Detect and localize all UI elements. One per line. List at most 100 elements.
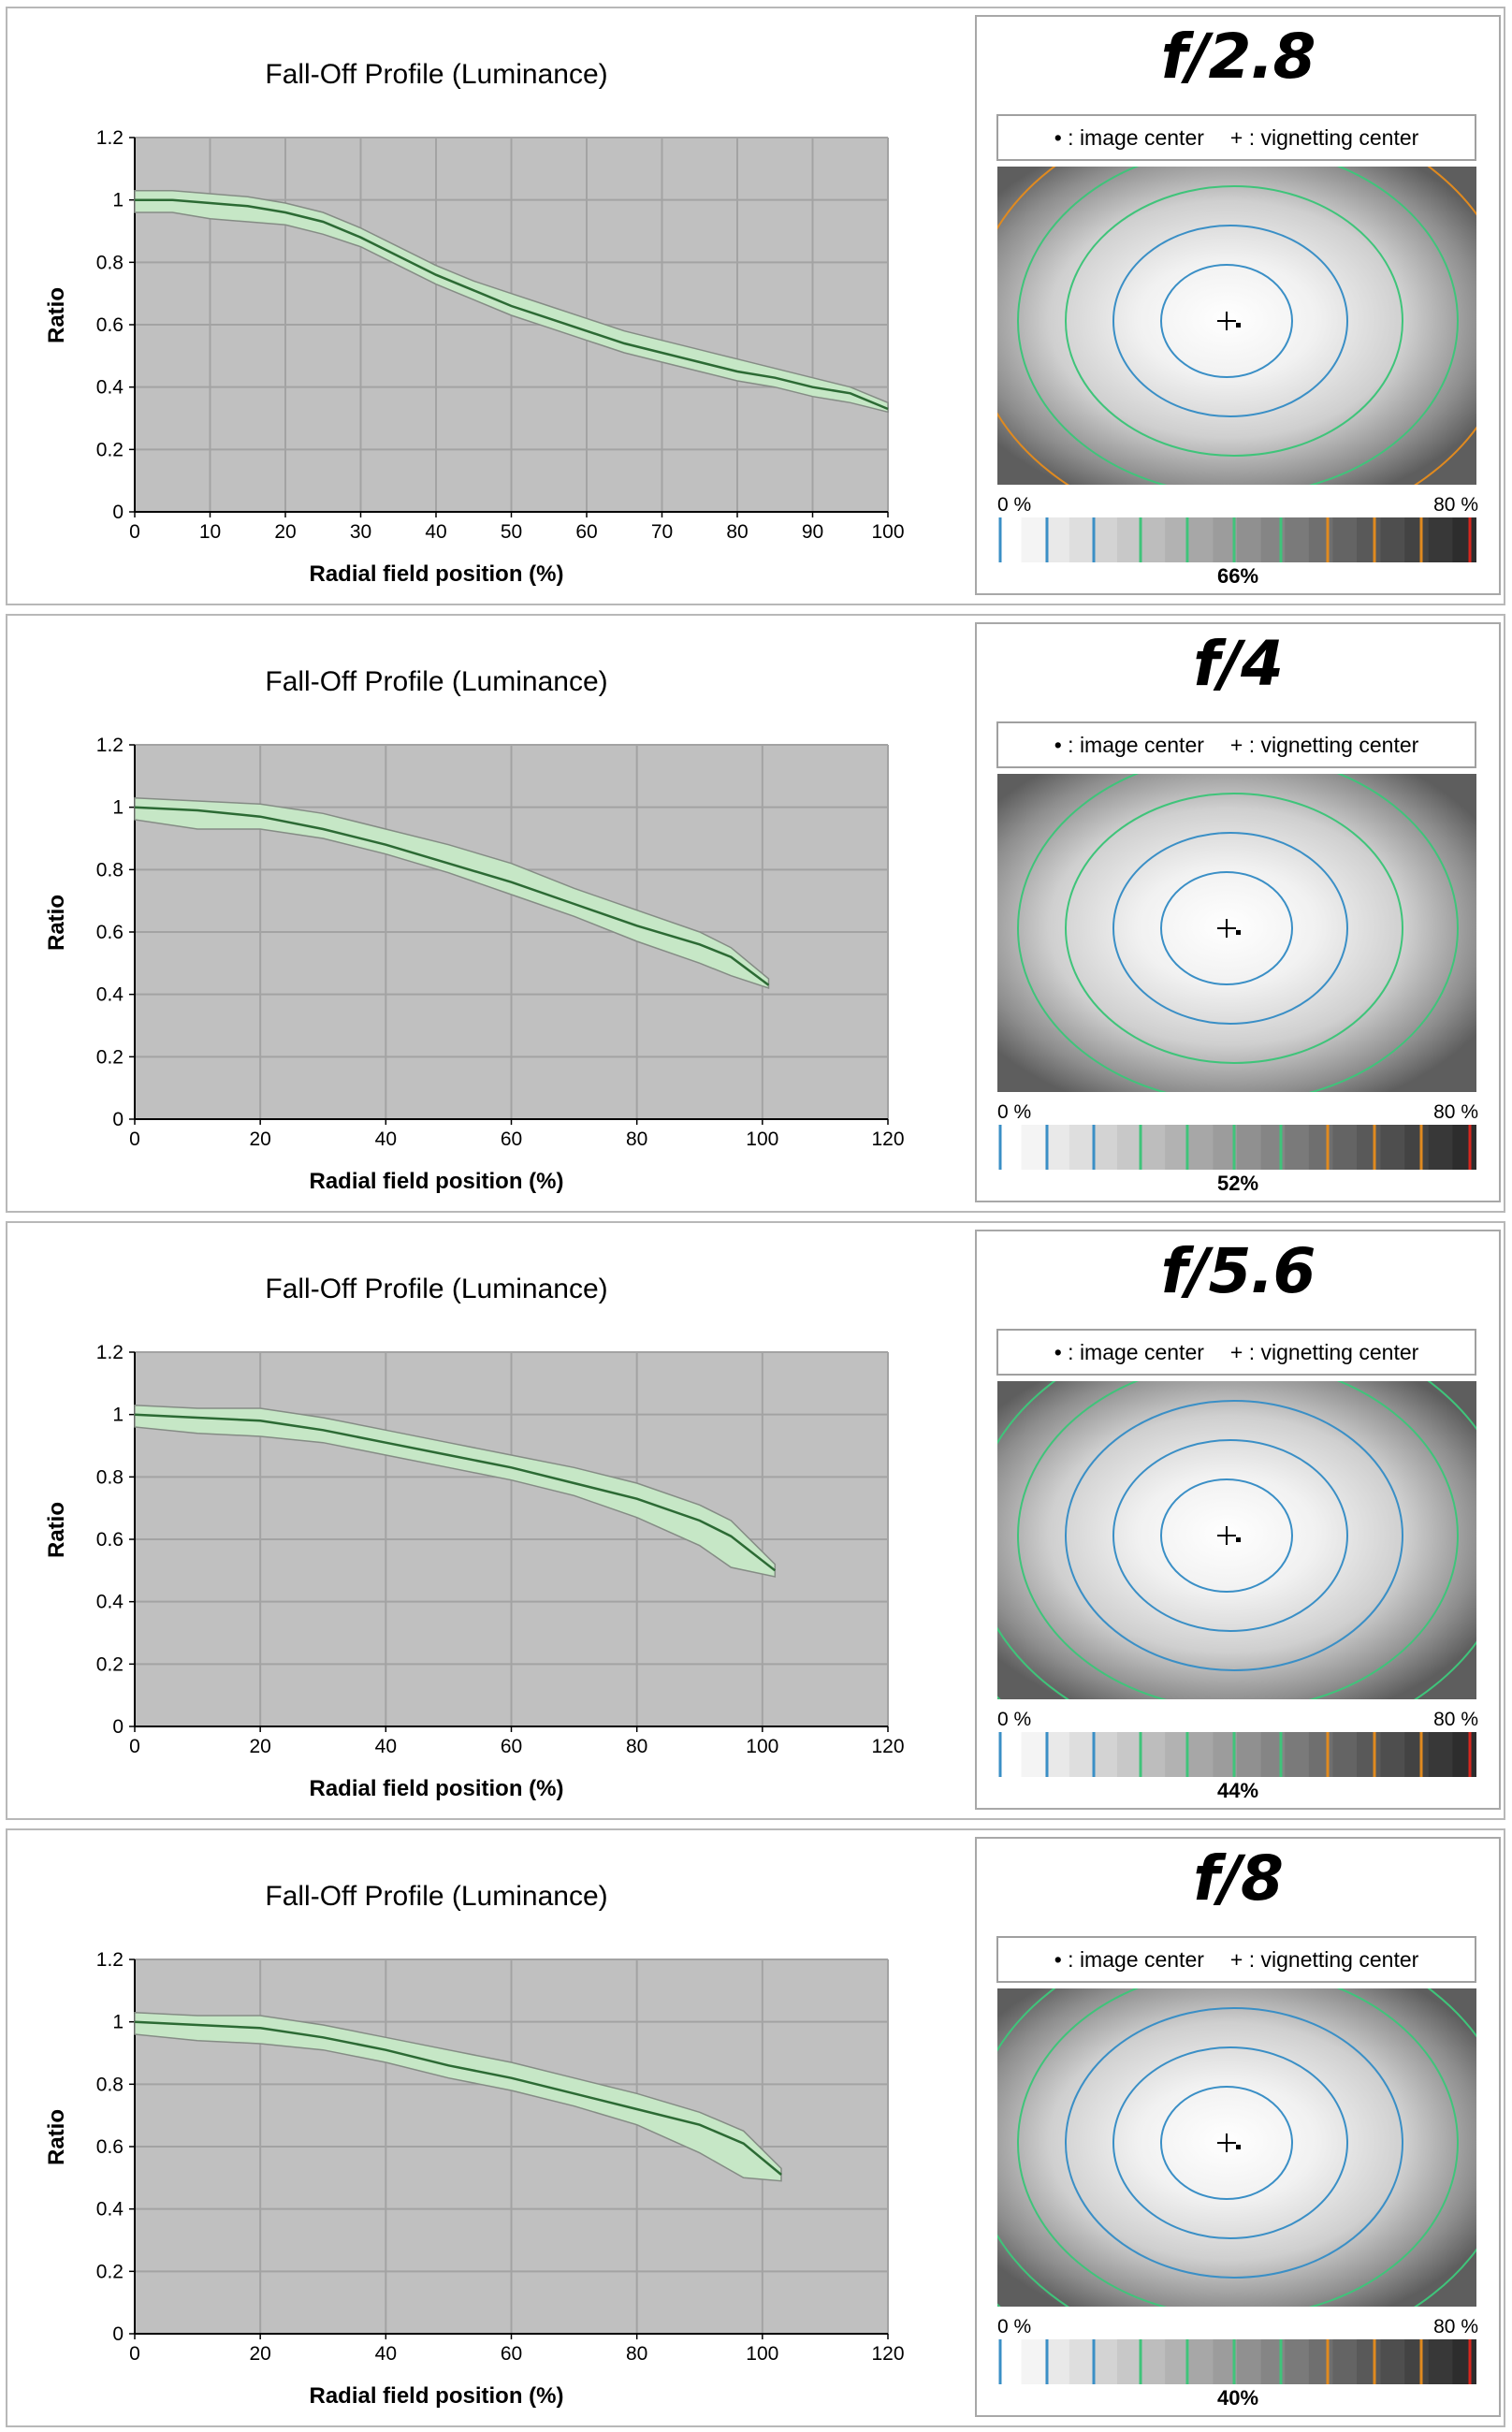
legend-image-center: • : image center [1054, 124, 1204, 150]
x-tick-label: 100 [746, 1736, 778, 1757]
x-tick-label: 30 [350, 521, 371, 543]
y-tick-label: 1.2 [96, 1342, 124, 1363]
contour-line [1112, 832, 1348, 1025]
scale-step [1117, 2339, 1142, 2384]
scale-step [1428, 1732, 1454, 1777]
center-legend: • : image center + : vignetting center [996, 114, 1476, 161]
scale-step [1093, 1125, 1118, 1170]
aperture-label: f/5.6 [1160, 1235, 1316, 1307]
y-tick-label: 0.2 [96, 2261, 124, 2282]
falloff-chart: Fall-Off Profile (Luminance)0 20 40 60 80 100… [44, 1274, 905, 1801]
scale-step [1141, 2339, 1167, 2384]
panel-1: Fall-Off Profile (Luminance) 0 10 20 30 40 50 6… [6, 7, 1505, 605]
vignetting-center-marker [1217, 312, 1236, 330]
y-tick-label: 1 [112, 1405, 124, 1426]
x-tick-label: 70 [651, 521, 673, 543]
x-tick-label: 100 [746, 2343, 778, 2365]
scale-step [1357, 517, 1382, 562]
scale-max-label: 80 % [1433, 494, 1478, 516]
panel-3: Fall-Off Profile (Luminance) 0 20 40 60 80 100… [6, 1221, 1505, 1820]
x-tick-label: 60 [501, 2343, 522, 2365]
luminance-scale-bar [997, 2339, 1476, 2384]
scale-step [1308, 2339, 1334, 2384]
x-tick-label: 120 [871, 1129, 904, 1150]
vignetting-panel: f/4 • : image center + : vignetting center… [975, 622, 1501, 1202]
y-tick-label: 0 [112, 2323, 124, 2345]
scale-step [1404, 1125, 1430, 1170]
y-tick-label: 1.2 [96, 735, 124, 756]
x-tick-label: 20 [274, 521, 296, 543]
scale-min-label: 0 % [997, 494, 1032, 516]
vignetting-percent: 40% [1216, 2386, 1259, 2410]
contour-line [1112, 1439, 1348, 1632]
scale-step [1165, 1732, 1190, 1777]
scale-step [1141, 517, 1167, 562]
scale-step [1069, 1125, 1095, 1170]
luminance-scale-bar [997, 517, 1476, 562]
image-center-marker [1236, 1537, 1241, 1542]
image-center-marker [1236, 323, 1241, 328]
variation-band [134, 1404, 777, 1578]
scale-step [1237, 517, 1262, 562]
contour-line [1017, 1988, 1459, 2307]
scale-step [1380, 1125, 1406, 1170]
contour-line [1160, 264, 1293, 378]
y-tick-label: 1.2 [96, 127, 124, 149]
y-tick-label: 0.2 [96, 1653, 124, 1675]
scale-step [1332, 517, 1358, 562]
x-tick-label: 0 [129, 1129, 140, 1150]
contour-line [1112, 225, 1348, 417]
x-tick-label: 20 [249, 2343, 270, 2365]
center-legend: • : image center + : vignetting center [996, 1936, 1476, 1983]
scale-step [1045, 1732, 1070, 1777]
vignetting-panel: f/2.8 • : image center + : vignetting cent… [975, 15, 1501, 595]
vignetting-center-marker [1217, 1526, 1236, 1545]
scale-step [1045, 2339, 1070, 2384]
chart-title: Fall-Off Profile (Luminance) [265, 1881, 607, 1912]
image-center-marker [1236, 2145, 1241, 2149]
scale-step [1141, 1125, 1167, 1170]
contour-line [1160, 1478, 1293, 1593]
center-legend: • : image center + : vignetting center [996, 1329, 1476, 1376]
scale-step [1428, 2339, 1454, 2384]
x-tick-label: 40 [375, 1129, 397, 1150]
scale-step [1188, 517, 1214, 562]
y-tick-label: 0.6 [96, 314, 124, 336]
vignetting-panel: f/5.6 • : image center + : vignetting cent… [975, 1230, 1501, 1810]
y-tick-label: 0.6 [96, 922, 124, 943]
scale-step [1045, 1125, 1070, 1170]
scale-step [1357, 2339, 1382, 2384]
y-tick-label: 0.4 [96, 1592, 124, 1613]
aperture-label: f/2.8 [1160, 21, 1316, 93]
y-tick-label: 1 [112, 2012, 124, 2033]
y-tick-label: 0.8 [96, 2074, 124, 2095]
scale-step [1380, 1732, 1406, 1777]
scale-step [1452, 2339, 1476, 2384]
y-tick-label: 0 [112, 1109, 124, 1130]
vignetting-heatmap [997, 1381, 1476, 1699]
scale-step [1069, 517, 1095, 562]
scale-step [1021, 1125, 1047, 1170]
x-axis-label: Radial field position (%) [309, 2383, 563, 2409]
vignetting-center-marker [1217, 2133, 1236, 2152]
scale-max-label: 80 % [1433, 1101, 1478, 1123]
scale-step [1285, 1125, 1310, 1170]
contour-line [1017, 774, 1459, 1092]
x-tick-label: 80 [626, 1736, 647, 1757]
y-tick-label: 0.6 [96, 1529, 124, 1551]
scale-step [1093, 1732, 1118, 1777]
scale-step [1021, 517, 1047, 562]
scale-step [1428, 517, 1454, 562]
x-tick-label: 120 [871, 2343, 904, 2365]
mean-falloff-line [134, 806, 770, 986]
scale-step [1188, 1125, 1214, 1170]
y-axis-label: Ratio [44, 2109, 69, 2165]
scale-step [1021, 2339, 1047, 2384]
vignetting-center-marker [1217, 919, 1236, 938]
contour-line [1065, 185, 1403, 457]
x-tick-label: 60 [575, 521, 597, 543]
scale-step [1093, 2339, 1118, 2384]
scale-step [1428, 1125, 1454, 1170]
scale-step [1069, 1732, 1095, 1777]
legend-vignetting-center: + : vignetting center [1229, 124, 1419, 150]
